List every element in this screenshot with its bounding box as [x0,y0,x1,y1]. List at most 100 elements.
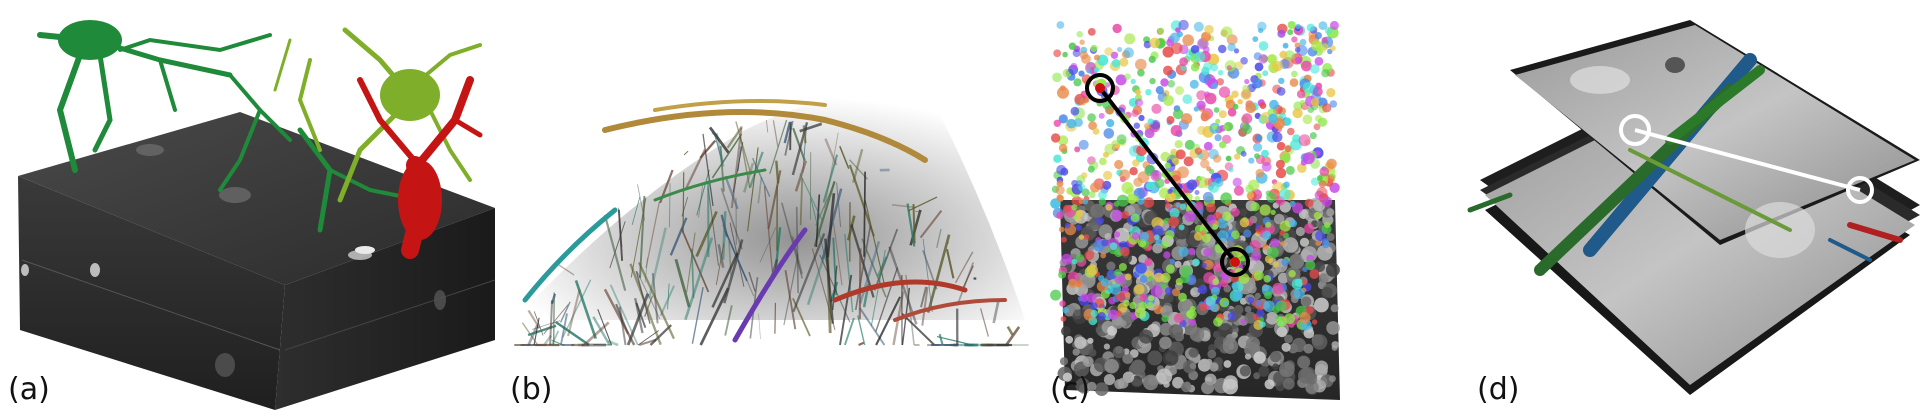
cell-dot [1118,263,1127,271]
em-block-front [18,176,285,410]
cell-dot [1322,103,1332,113]
cell-volume-dot [1265,311,1279,325]
dendrite-strand [875,267,899,332]
cell-dot [1269,99,1279,110]
cell-dot [1211,82,1219,90]
dendrite-strand [559,313,568,346]
cell-dot [1319,166,1330,177]
cell-dot [1123,300,1130,307]
dendrite-strand [954,251,974,284]
cell-dot [1164,178,1170,184]
cell-dot [1215,118,1221,124]
cell-volume-dot [1074,336,1087,349]
dendrite-strand [921,286,929,326]
cell-dot [1218,110,1227,119]
cell-dot [1163,251,1171,259]
cell-dot [1173,313,1184,323]
cell-dot [1058,143,1068,153]
cell-dot [1233,185,1244,196]
cell-volume-dot [1087,381,1097,392]
cell-dot [1198,284,1208,295]
dendrite-strand [846,215,856,241]
cell-dot [1200,159,1210,169]
dendrite-strand [839,145,850,169]
cell-dot [1121,285,1129,294]
cell-dot [1087,113,1096,122]
cell-dot [1179,203,1187,210]
cell-dot [1203,272,1215,284]
cell-dot [1208,168,1215,175]
cell-volume-dot [1075,378,1090,393]
cell-dot [1161,314,1169,323]
cell-dot [1258,54,1268,64]
cell-volume-dot [1122,353,1134,364]
cell-dot [1280,241,1286,247]
cell-dot [1135,262,1147,274]
cell-dot [1255,224,1261,230]
dendrite-strand [574,279,597,340]
cell-dot [1288,270,1296,278]
cell-dot [1259,321,1266,328]
cell-dot [1093,67,1100,73]
cell-dot [1259,204,1271,216]
dendrite-strand [774,302,776,334]
cell-dot [1309,132,1317,140]
cell-dot [1178,224,1185,231]
cell-dot [1247,296,1255,304]
dendrite-strand [684,237,714,321]
dendrite-strand [858,248,862,320]
cell-dot [1101,239,1109,247]
cell-dot [1089,302,1098,310]
cell-dot [1226,65,1232,71]
cell-volume-dot [1295,226,1305,237]
cell-dot [1186,309,1197,320]
dendrite-strand [757,176,763,204]
cell-volume-dot [1318,273,1329,284]
cell-dot [1223,124,1229,131]
cell-volume-dot [1253,351,1266,364]
cell-dot [1262,230,1272,240]
cell-dot [1057,86,1069,99]
dendrite-strand [712,129,723,163]
cell-dot [1272,60,1283,72]
dendrite-strand [824,132,839,209]
cell-dot [1075,209,1084,218]
cell-dot [1311,319,1318,325]
dendrite-strand [843,317,855,346]
cell-dot [1275,159,1285,169]
cell-volume-dot [1188,347,1199,358]
cell-dot [1324,221,1331,228]
cell-volume-dot [1279,361,1295,378]
cell-dot [1302,82,1314,93]
cell-dot [1204,92,1217,105]
cell-dot [1109,242,1118,250]
dendrite-strand [638,338,657,347]
cell-dot [1232,177,1242,187]
cell-dot [1070,106,1080,116]
cell-dot [1076,216,1081,222]
cell-dot [1135,98,1144,107]
cell-volume-dot [1276,326,1288,338]
dendrite-strand [864,199,886,288]
cell-dot [1263,275,1271,283]
em-block-side [275,208,495,410]
cell-dot [1295,23,1301,30]
cell-dot [1184,210,1196,222]
dendrite-strand [832,265,838,311]
cell-dot [1292,108,1303,119]
cell-dot [1246,191,1255,199]
cell-volume-dot [1282,377,1295,390]
cell-dot [1261,149,1269,158]
dendrite-strand [747,147,759,232]
dendrite-strand [550,293,557,305]
cell-dot [1098,198,1106,206]
dendrite-strand [759,227,777,263]
cell-dot [1086,68,1092,74]
cell-dot [1327,175,1336,183]
cell-dot [1075,224,1082,231]
dendrite-strand [822,154,839,203]
cell-dot [1119,169,1131,181]
cell-volume-dot [1291,337,1307,353]
cell-dot [1090,44,1098,53]
cell-dot [1200,230,1206,236]
